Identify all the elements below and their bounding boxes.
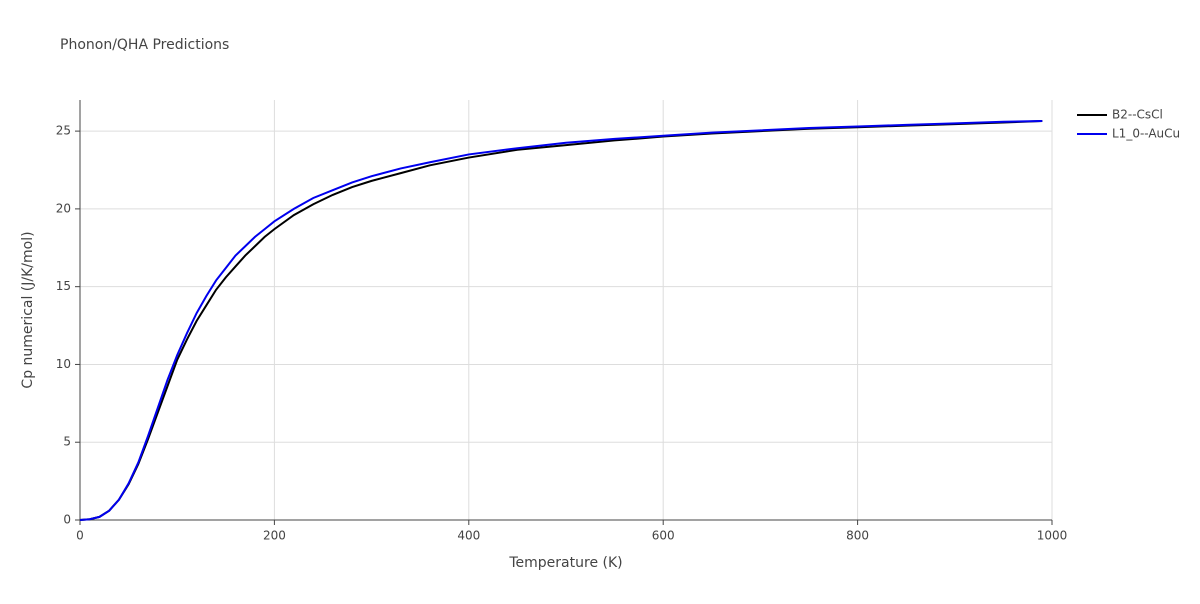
- x-axis-title: Temperature (K): [508, 555, 622, 571]
- legend-label: L1_0--AuCu: [1112, 127, 1180, 141]
- y-axis-title: Cp numerical (J/K/mol): [20, 231, 36, 388]
- x-tick-label: 0: [76, 529, 84, 543]
- y-tick-label: 25: [56, 124, 71, 138]
- y-tick-label: 20: [56, 201, 71, 215]
- x-tick-label: 800: [846, 529, 869, 543]
- series-line: [79, 120, 1043, 521]
- series-line: [79, 120, 1043, 521]
- chart-title: Phonon/QHA Predictions: [60, 37, 229, 53]
- y-tick-label: 15: [56, 279, 71, 293]
- y-tick-label: 5: [63, 435, 71, 449]
- x-tick-label: 200: [263, 529, 286, 543]
- y-tick-label: 0: [63, 513, 71, 527]
- x-tick-label: 400: [457, 529, 480, 543]
- y-tick-label: 10: [56, 357, 71, 371]
- x-tick-label: 1000: [1037, 529, 1068, 543]
- legend-label: B2--CsCl: [1112, 108, 1163, 122]
- x-tick-label: 600: [652, 529, 675, 543]
